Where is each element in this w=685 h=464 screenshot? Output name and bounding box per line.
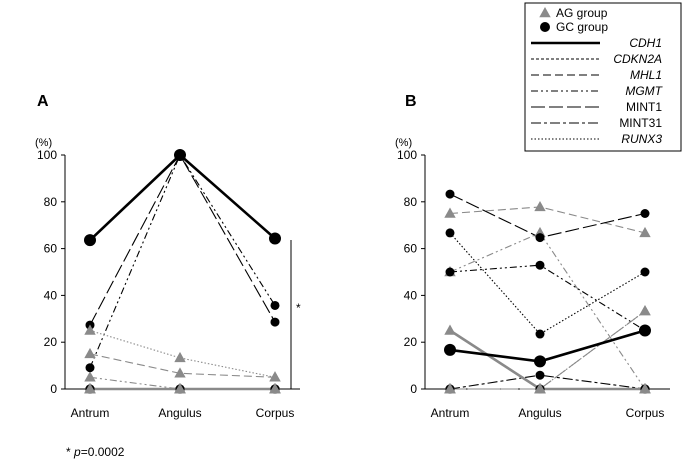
gc-point: [270, 317, 280, 327]
y-tick-label: 80: [44, 195, 58, 209]
y-tick-label: 40: [44, 288, 58, 302]
significance-mark: *: [296, 301, 301, 315]
series-line: [449, 232, 646, 390]
legend-triangle-marker: [539, 7, 551, 18]
y-tick-label: 60: [44, 242, 58, 256]
legend-group-label: AG group: [556, 6, 608, 20]
gc-point: [535, 329, 545, 339]
x-tick-label: Antrum: [71, 406, 110, 420]
gc-point: [535, 233, 545, 243]
gc-point: [85, 363, 95, 373]
gc-point: [444, 343, 456, 356]
x-tick-label: Antrum: [431, 406, 470, 420]
gc-point: [84, 234, 96, 247]
y-tick-label: 60: [404, 242, 418, 256]
ag-point: [84, 383, 96, 394]
ag-point: [639, 383, 651, 394]
series-line: [449, 206, 646, 234]
gc-point: [640, 267, 650, 277]
gc-point: [445, 189, 455, 199]
y-tick-label: 40: [404, 288, 418, 302]
series-line: [89, 153, 276, 368]
gc-point: [639, 324, 651, 337]
ag-point: [84, 347, 96, 359]
series-line: [449, 264, 646, 331]
y-axis-label: (%): [395, 137, 412, 149]
y-tick-label: 20: [404, 335, 418, 349]
legend-gene-label: MINT1: [626, 100, 662, 114]
gc-point: [270, 300, 280, 310]
ag-point: [84, 371, 96, 382]
y-tick-label: 0: [50, 382, 57, 396]
series-line: [89, 153, 276, 326]
series-line: [89, 153, 276, 242]
ag-point: [444, 383, 456, 394]
footnote-value: =0.0002: [81, 445, 125, 459]
panel-letter: B: [405, 93, 417, 110]
panel-a: A (%) 0 20 40 60 80 100 Antrum Angulus Corpus *: [35, 93, 301, 420]
series-line: [449, 193, 646, 239]
legend-circle-marker: [540, 22, 550, 32]
y-tick-label: 100: [37, 148, 57, 162]
ag-point: [444, 324, 456, 335]
x-tick-label: Angulus: [158, 406, 201, 420]
footnote: * p=0.0002: [66, 445, 125, 459]
y-axis-label: (%): [35, 137, 52, 149]
ag-point: [269, 371, 281, 382]
gc-point: [269, 232, 281, 245]
legend-gene-label: RUNX3: [621, 132, 662, 146]
series-line: [89, 353, 276, 378]
series-line: [449, 374, 646, 390]
legend-gene-label: CDKN2A: [613, 52, 662, 66]
gc-point: [535, 260, 545, 270]
x-tick-label: Corpus: [626, 406, 665, 420]
legend-gene-label: CDH1: [629, 36, 662, 50]
series-line: [89, 329, 276, 378]
ag-point: [174, 383, 186, 394]
legend-gene-label: MHL1: [630, 68, 662, 82]
ag-point: [84, 324, 96, 335]
ag-point: [534, 383, 546, 394]
gc-point: [535, 370, 545, 380]
gc-point: [174, 149, 186, 161]
series-line: [449, 232, 646, 335]
ag-point: [639, 226, 651, 238]
y-tick-label: 100: [397, 148, 417, 162]
ag-point: [534, 200, 546, 212]
y-tick-label: 0: [410, 382, 417, 396]
y-tick-label: 80: [404, 195, 418, 209]
legend-gene-label: MINT31: [619, 116, 662, 130]
y-tick-label: 20: [44, 335, 58, 349]
ag-point: [174, 367, 186, 378]
x-tick-label: Angulus: [518, 406, 561, 420]
panel-b: B (%) 0 20 40 60 80 100 Antrum Angulus Corpus: [395, 93, 670, 420]
gc-point: [640, 209, 650, 218]
legend-gene-label: MGMT: [625, 84, 663, 98]
ag-point: [639, 305, 651, 316]
footnote-p: p: [73, 445, 81, 459]
footnote-star: *: [66, 445, 74, 459]
series-line: [449, 329, 646, 363]
gc-point: [445, 267, 455, 277]
gc-point: [445, 228, 455, 238]
gc-point: [534, 355, 546, 368]
x-tick-label: Corpus: [256, 406, 295, 420]
ag-point: [174, 351, 186, 363]
ag-point: [269, 383, 281, 394]
legend-group-label: GC group: [556, 20, 608, 34]
panel-letter: A: [37, 93, 49, 110]
ag-point: [444, 207, 456, 218]
legend-box: [524, 2, 682, 152]
